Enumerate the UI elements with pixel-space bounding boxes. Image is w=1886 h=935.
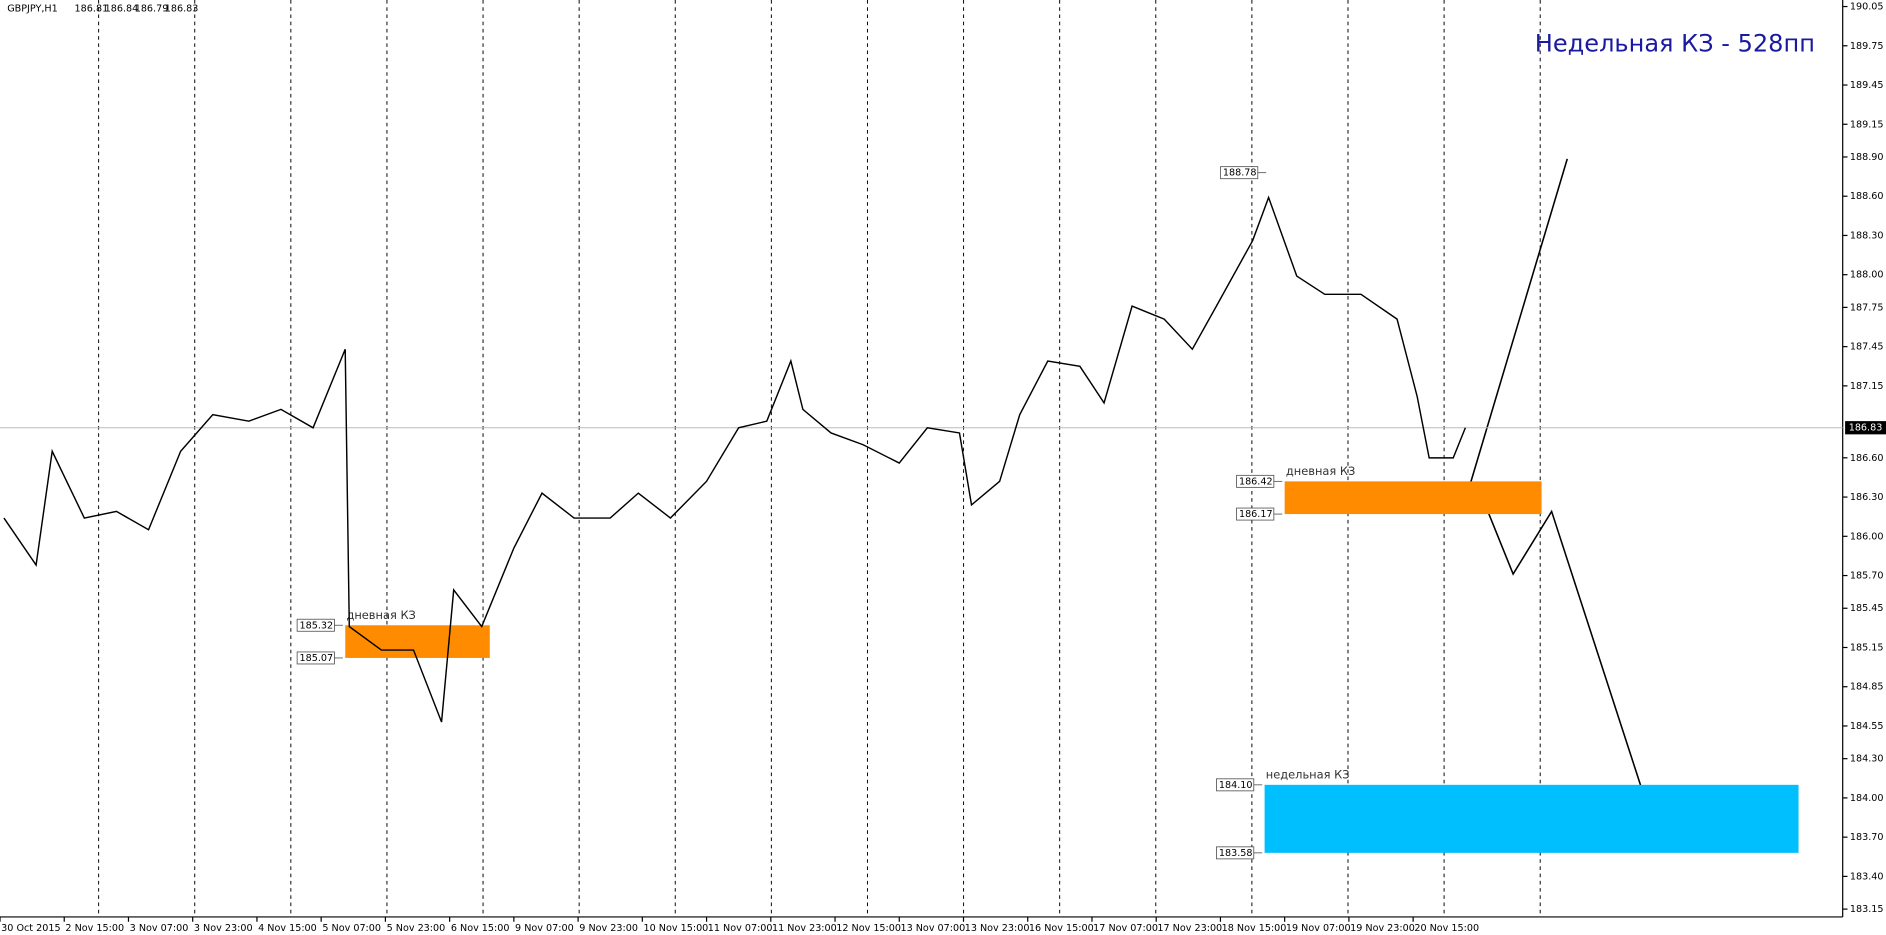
y-tick-label: 189.15 xyxy=(1850,119,1884,130)
y-tick-label: 183.40 xyxy=(1850,871,1884,882)
x-tick-label: 6 Nov 15:00 xyxy=(451,923,510,934)
x-tick-label: 5 Nov 07:00 xyxy=(322,923,381,934)
y-tick-label: 188.30 xyxy=(1850,230,1884,241)
y-tick-label: 187.45 xyxy=(1850,342,1884,353)
y-tick-label: 184.30 xyxy=(1850,754,1884,765)
y-tick-label: 186.30 xyxy=(1850,492,1884,503)
forecast-arrow-up xyxy=(1466,158,1569,494)
x-tick-label: 2 Nov 15:00 xyxy=(65,923,124,934)
x-tick-label: 17 Nov 23:00 xyxy=(1157,923,1222,934)
price-tag: 183.58 xyxy=(1219,848,1253,859)
y-tick-label: 184.85 xyxy=(1850,682,1884,693)
y-tick-label: 186.00 xyxy=(1850,531,1884,542)
annotation: Недельная КЗ - 528пп xyxy=(1535,30,1815,58)
x-tick-label: 17 Nov 07:00 xyxy=(1093,923,1158,934)
zone-label: недельная КЗ xyxy=(1266,768,1350,782)
y-tick-label: 188.00 xyxy=(1850,270,1884,281)
ohlc-value: 186.84 xyxy=(105,3,139,14)
ohlc-value: 186.81 xyxy=(75,3,109,14)
y-tick-label: 187.75 xyxy=(1850,302,1884,313)
x-tick-label: 3 Nov 07:00 xyxy=(130,923,189,934)
x-tick-label: 19 Nov 23:00 xyxy=(1350,923,1415,934)
ohlc-value: 186.83 xyxy=(165,3,199,14)
x-tick-label: 10 Nov 15:00 xyxy=(644,923,709,934)
x-tick-label: 20 Nov 15:00 xyxy=(1414,923,1479,934)
y-tick-label: 187.15 xyxy=(1850,381,1884,392)
price-tag: 188.78 xyxy=(1223,168,1257,179)
y-tick-label: 183.15 xyxy=(1850,904,1884,915)
x-tick-label: 16 Nov 15:00 xyxy=(1029,923,1094,934)
price-tag: 186.17 xyxy=(1239,509,1273,520)
x-tick-label: 4 Nov 15:00 xyxy=(258,923,317,934)
y-tick-label: 189.45 xyxy=(1850,80,1884,91)
y-tick-label: 188.90 xyxy=(1850,152,1884,163)
x-tick-label: 9 Nov 23:00 xyxy=(579,923,638,934)
x-tick-label: 3 Nov 23:00 xyxy=(194,923,253,934)
y-tick-label: 186.60 xyxy=(1850,453,1884,464)
y-tick-label: 190.05 xyxy=(1850,2,1884,13)
x-tick-label: 12 Nov 15:00 xyxy=(836,923,901,934)
price-tag: 186.42 xyxy=(1239,476,1273,487)
x-tick-label: 30 Oct 2015 xyxy=(1,923,60,934)
x-tick-label: 11 Nov 07:00 xyxy=(708,923,773,934)
zone xyxy=(345,625,490,658)
y-tick-label: 183.70 xyxy=(1850,832,1884,843)
y-tick-label: 189.75 xyxy=(1850,41,1884,52)
x-tick-label: 13 Nov 07:00 xyxy=(900,923,965,934)
zone xyxy=(1284,481,1542,515)
forecast-arrow-down xyxy=(1487,509,1647,801)
price-tag: 185.07 xyxy=(300,653,334,664)
y-tick-label: 184.00 xyxy=(1850,793,1884,804)
y-tick-label: 185.15 xyxy=(1850,642,1884,653)
y-tick-label: 184.55 xyxy=(1850,721,1884,732)
y-tick-label: 185.45 xyxy=(1850,603,1884,614)
price-line xyxy=(3,195,1467,723)
last-price-label: 186.83 xyxy=(1849,423,1883,434)
last-price-box xyxy=(1845,421,1886,435)
y-tick-label: 185.70 xyxy=(1850,571,1884,582)
zone-label: дневная КЗ xyxy=(346,608,415,622)
x-tick-label: 18 Nov 15:00 xyxy=(1222,923,1287,934)
price-tag: 185.32 xyxy=(300,620,334,631)
y-tick-label: 188.60 xyxy=(1850,191,1884,202)
ohlc-value: 186.79 xyxy=(135,3,169,14)
x-tick-label: 11 Nov 23:00 xyxy=(772,923,837,934)
symbol: GBPJPY,H1 xyxy=(7,3,58,14)
x-tick-label: 13 Nov 23:00 xyxy=(965,923,1030,934)
x-tick-label: 19 Nov 07:00 xyxy=(1286,923,1351,934)
zone xyxy=(1264,784,1799,853)
zone-label: дневная КЗ xyxy=(1286,464,1355,478)
x-tick-label: 9 Nov 07:00 xyxy=(515,923,574,934)
x-tick-label: 5 Nov 23:00 xyxy=(387,923,446,934)
price-tag: 184.10 xyxy=(1219,780,1253,791)
